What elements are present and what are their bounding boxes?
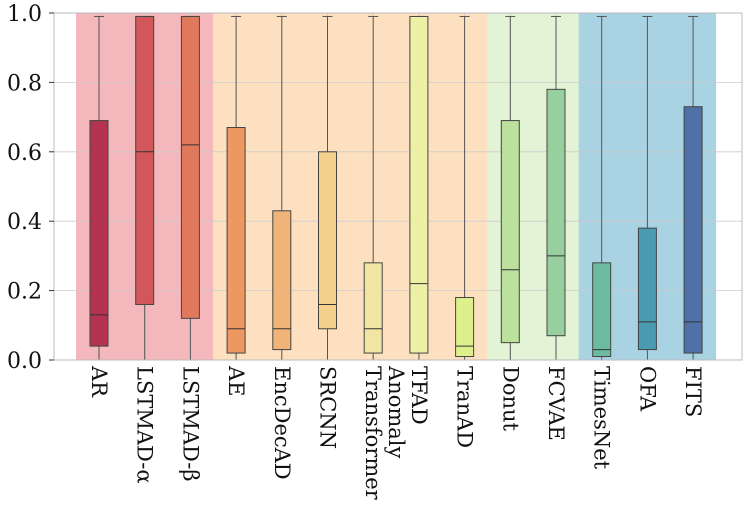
box-body bbox=[683, 106, 703, 354]
box-11 bbox=[592, 15, 612, 361]
box-0 bbox=[89, 15, 109, 361]
box-body bbox=[546, 88, 566, 337]
plot-border bbox=[53, 12, 743, 361]
box-body bbox=[409, 15, 429, 354]
x-tick-label: AE bbox=[224, 365, 248, 397]
x-tick-label: TranAD bbox=[453, 366, 477, 448]
x-tick-label: FITS bbox=[681, 366, 705, 417]
box-5 bbox=[318, 15, 337, 361]
y-tick-label: 0.4 bbox=[7, 210, 42, 235]
y-tick-label: 0.8 bbox=[7, 71, 42, 96]
box-body bbox=[592, 262, 612, 358]
x-tick-label: LSTMAD-β bbox=[178, 366, 202, 481]
x-tick-label: TFAD bbox=[407, 366, 431, 425]
box-body bbox=[318, 151, 337, 330]
box-2 bbox=[180, 15, 200, 361]
x-tick-label: Transformer bbox=[361, 366, 385, 501]
box-body bbox=[363, 262, 383, 354]
box-body bbox=[500, 120, 520, 344]
box-1 bbox=[135, 15, 155, 361]
box-7 bbox=[409, 15, 429, 361]
box-series bbox=[89, 15, 703, 361]
box-body bbox=[637, 227, 657, 351]
box-body bbox=[89, 120, 109, 347]
box-body bbox=[226, 127, 246, 354]
box-8 bbox=[455, 15, 475, 361]
box-12 bbox=[637, 15, 657, 361]
y-tick-label: 0.6 bbox=[7, 141, 42, 166]
y-tick-label: 0.0 bbox=[7, 349, 42, 374]
x-axis: AR LSTMAD-α LSTMAD-β AE EncDecAD SRCNN Anomaly… bbox=[87, 365, 705, 501]
box-10 bbox=[546, 15, 566, 361]
box-13 bbox=[683, 15, 703, 361]
x-tick-label: Anomaly bbox=[384, 365, 408, 458]
box-body bbox=[272, 210, 292, 351]
x-tick-label: TimesNet bbox=[590, 366, 614, 470]
group-bands bbox=[76, 13, 717, 360]
box-body bbox=[455, 297, 475, 358]
y-tick-label: 1.0 bbox=[7, 2, 42, 27]
box-body bbox=[180, 15, 200, 319]
x-tick-label: AR bbox=[87, 365, 111, 398]
x-tick-label: OFA bbox=[635, 366, 659, 412]
x-tick-label: SRCNN bbox=[316, 366, 340, 449]
x-tick-label: LSTMAD-α bbox=[133, 366, 157, 484]
box-9 bbox=[500, 15, 520, 361]
y-tick-label: 0.2 bbox=[7, 280, 42, 305]
y-axis: 0.0 0.2 0.4 0.6 0.8 1.0 bbox=[7, 2, 54, 374]
box-body bbox=[135, 15, 155, 305]
x-tick-label: EncDecAD bbox=[270, 366, 294, 480]
plot-frame bbox=[53, 12, 743, 361]
x-tick-label: Donut bbox=[498, 366, 522, 432]
box-4 bbox=[272, 15, 292, 361]
box-6 bbox=[363, 15, 383, 361]
box-3 bbox=[226, 15, 246, 361]
group-band-1 bbox=[213, 13, 488, 360]
x-tick-label: FCVAE bbox=[544, 366, 568, 441]
